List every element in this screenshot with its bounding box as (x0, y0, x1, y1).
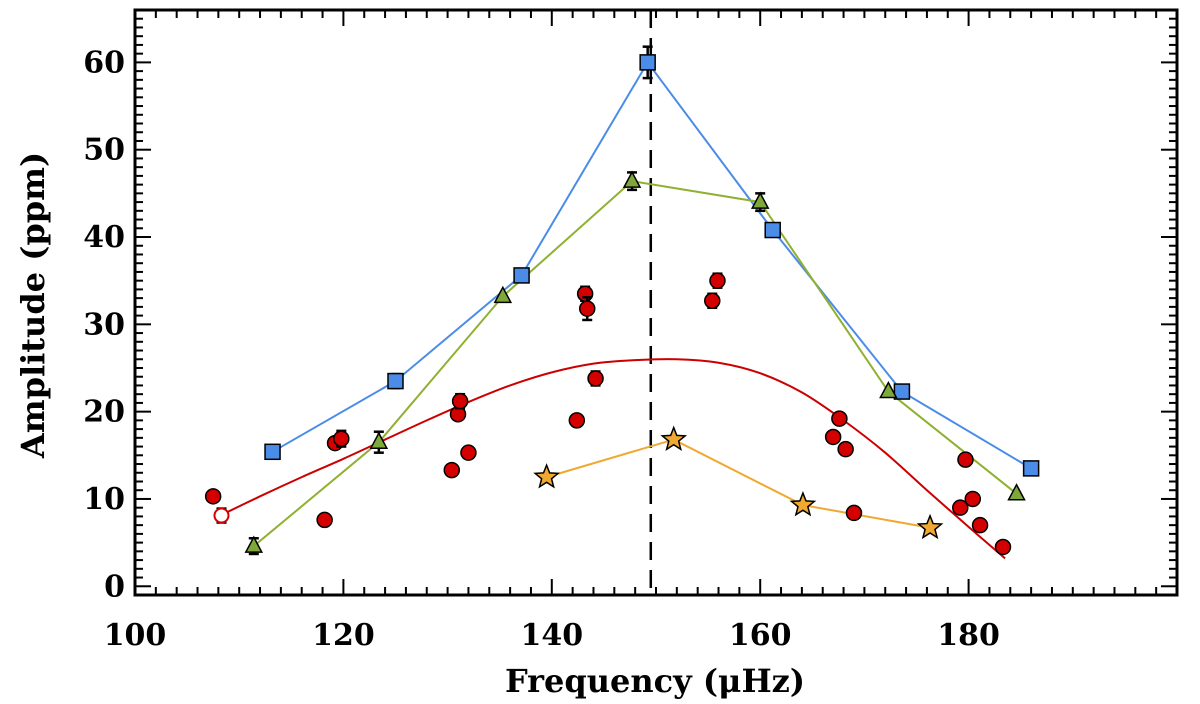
circle-point (964, 490, 982, 508)
square-point (893, 383, 911, 400)
circle-point (837, 440, 854, 458)
circle-point (587, 370, 604, 387)
circle-point (451, 392, 469, 410)
star-point (789, 491, 817, 517)
circle-point (576, 285, 594, 303)
series-4-line (546, 438, 931, 529)
x-tick-label: 140 (520, 618, 583, 653)
triangle-point (879, 380, 898, 399)
star-point (533, 463, 560, 489)
star-point (660, 425, 688, 451)
circle-point (971, 516, 989, 534)
y-axis-label: Amplitude (ppm) (14, 152, 52, 459)
square-point (764, 221, 781, 239)
square-point (387, 372, 404, 390)
y-tick-label: 10 (83, 482, 125, 517)
circle-point (994, 538, 1012, 556)
circle-point (316, 511, 333, 529)
fit-curve (217, 358, 1006, 560)
circle-point (460, 444, 477, 461)
y-tick-label: 0 (104, 569, 125, 604)
triangle-point (750, 191, 770, 209)
circle-point (952, 499, 969, 516)
y-tick-label: 50 (83, 133, 125, 168)
y-tick-label: 40 (83, 220, 125, 255)
series-1-line (253, 180, 1018, 547)
square-point (264, 443, 281, 461)
x-tick-label: 100 (104, 618, 167, 653)
x-tick-label: 160 (729, 618, 792, 653)
circle-point (845, 504, 863, 522)
x-tick-label: 180 (937, 618, 1000, 653)
axes: 100 120 140 160 180 0 10 20 30 40 50 60 (83, 8, 1179, 653)
x-axis-label: Frequency (μHz) (505, 662, 805, 700)
circle-point (443, 461, 461, 479)
triangle-point (369, 431, 389, 449)
triangle-point (244, 535, 264, 553)
y-tick-label: 60 (83, 45, 125, 80)
open-circle-point (213, 507, 230, 524)
circle-point (824, 428, 842, 446)
square-point (513, 267, 530, 284)
plot-area (204, 10, 1040, 595)
circle-point (709, 272, 726, 289)
square-point (639, 54, 656, 71)
triangle-point (493, 285, 513, 304)
circle-point (578, 300, 596, 317)
x-tick-label: 120 (312, 618, 375, 653)
circle-point (333, 430, 350, 447)
triangle-point (1007, 483, 1026, 501)
plot-frame (133, 8, 1179, 597)
circle-point (957, 451, 974, 468)
circle-point (204, 488, 222, 505)
circle-point (704, 292, 721, 310)
circle-point (831, 410, 848, 427)
triangle-point (622, 170, 642, 188)
square-point (1022, 460, 1040, 477)
y-tick-label: 20 (83, 395, 125, 430)
circle-point (568, 412, 586, 429)
star-point (916, 513, 944, 540)
y-tick-label: 30 (83, 307, 125, 342)
